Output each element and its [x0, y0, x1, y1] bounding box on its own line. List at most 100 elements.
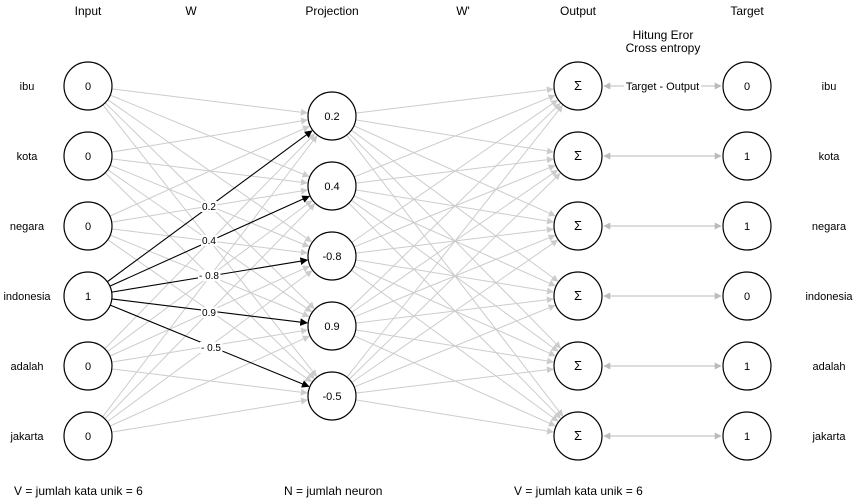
weight-label-bg — [201, 201, 218, 212]
projection-node — [307, 231, 357, 281]
word-label-right: kota — [819, 151, 841, 163]
diff-label: Target - Output — [626, 81, 699, 93]
output-node-value: Σ — [574, 358, 582, 373]
projection-node — [307, 91, 357, 141]
weight-label-bg — [201, 307, 218, 318]
output-node-value: Σ — [574, 78, 582, 93]
projection-node-value: 0.9 — [324, 321, 339, 333]
labels: ibu ibu kota kota negara negara indonesia indon… — [3, 78, 853, 443]
word-label-left: adalah — [10, 361, 43, 373]
footer-right: V = jumlah kata unik = 6 — [514, 484, 643, 498]
edge-projection-output — [354, 94, 556, 178]
target-node-value: 0 — [744, 81, 750, 93]
weight-label-bg — [201, 235, 218, 246]
projection-node-value: -0.8 — [323, 251, 342, 263]
target-node-value: 0 — [744, 291, 750, 303]
weight-label-bg — [197, 270, 221, 281]
edge-input-projection — [111, 397, 309, 433]
output-node-value: Σ — [574, 288, 582, 303]
input-node-value: 0 — [85, 361, 91, 373]
word-label-right: adalah — [812, 361, 845, 373]
edge-projection-output — [346, 105, 563, 378]
input-node — [63, 131, 113, 181]
edge-input-projection — [111, 117, 309, 153]
input-node-value: 0 — [85, 81, 91, 93]
input-node-value: 0 — [85, 221, 91, 233]
target-node — [722, 411, 772, 461]
target-node — [722, 131, 772, 181]
target-node-value: 1 — [744, 431, 750, 443]
word-label-right: negara — [812, 221, 847, 233]
projection-node — [307, 161, 357, 211]
weight-label-bg — [199, 342, 223, 353]
input-node-value: 1 — [85, 291, 91, 303]
header-w: W — [185, 4, 197, 18]
weight-label: 0.4 — [202, 236, 216, 247]
header-input: Input — [75, 4, 102, 18]
edge-projection-output — [348, 172, 561, 380]
word-label-left: indonesia — [3, 291, 51, 303]
target-node — [722, 271, 772, 321]
header-target: Target — [730, 4, 764, 18]
target-node-value: 1 — [744, 221, 750, 233]
edge-input-projection — [109, 335, 310, 427]
input-node — [63, 271, 113, 321]
edge-projection-output — [351, 239, 559, 383]
error-arrows — [603, 82, 722, 440]
edge-projection-output — [355, 399, 555, 435]
edge-input-projection — [111, 88, 308, 116]
target-node-value: 1 — [744, 361, 750, 373]
header-projection: Projection — [305, 4, 358, 18]
nodes: 0 0 0 1 0 0 0.2 0.4 -0.8 0.9 -0.5 Σ Σ Σ Σ Σ Σ 0 1 1 0 1 1 — [63, 61, 772, 461]
output-node — [553, 341, 603, 391]
output-node-value: Σ — [574, 148, 582, 163]
input-node-value: 0 — [85, 151, 91, 163]
word-label-right: jakarta — [811, 431, 846, 443]
footer-left: V = jumlah kata unik = 6 — [14, 484, 143, 498]
edge-projection-output — [355, 86, 554, 114]
output-node-value: Σ — [574, 218, 582, 233]
projection-node-value: 0.2 — [324, 111, 339, 123]
weight-label: 0.9 — [202, 308, 216, 319]
output-node — [553, 201, 603, 251]
output-node — [553, 131, 603, 181]
edge-projection-output — [354, 304, 556, 388]
projection-node — [307, 301, 357, 351]
input-node — [63, 341, 113, 391]
edge-input-projection — [109, 125, 310, 217]
output-node — [553, 61, 603, 111]
footer-middle: N = jumlah neuron — [284, 484, 382, 498]
weight-label: 0.2 — [202, 202, 216, 213]
input-node — [63, 201, 113, 251]
header-output: Output — [560, 4, 597, 18]
target-node — [722, 201, 772, 251]
input-node — [63, 61, 113, 111]
output-node — [553, 411, 603, 461]
weight-label: - 0.8 — [199, 271, 219, 282]
word-label-left: ibu — [20, 81, 35, 93]
word-label-right: ibu — [822, 81, 837, 93]
projection-node-value: 0.4 — [324, 181, 339, 193]
input-node — [63, 411, 113, 461]
output-node-value: Σ — [574, 428, 582, 443]
word-label-left: negara — [10, 221, 45, 233]
diff-label-bg — [623, 78, 702, 92]
target-node-value: 1 — [744, 151, 750, 163]
target-node — [722, 341, 772, 391]
output-node — [553, 271, 603, 321]
edge-projection-output — [351, 99, 559, 243]
projection-node-value: -0.5 — [323, 391, 342, 403]
word-label-left: jakarta — [9, 431, 44, 443]
header-w-prime: W' — [456, 4, 470, 18]
input-node-value: 0 — [85, 431, 91, 443]
target-node — [722, 61, 772, 111]
weight-label: - 0.5 — [201, 343, 221, 354]
word-label-right: indonesia — [805, 291, 853, 303]
projection-node — [307, 371, 357, 421]
header-error-line2: Cross entropy — [626, 41, 701, 55]
word-label-left: kota — [17, 151, 39, 163]
edge-projection-output — [355, 366, 554, 394]
edge-projection-output — [348, 102, 561, 310]
header-error-line1: Hitung Eror — [633, 28, 694, 42]
